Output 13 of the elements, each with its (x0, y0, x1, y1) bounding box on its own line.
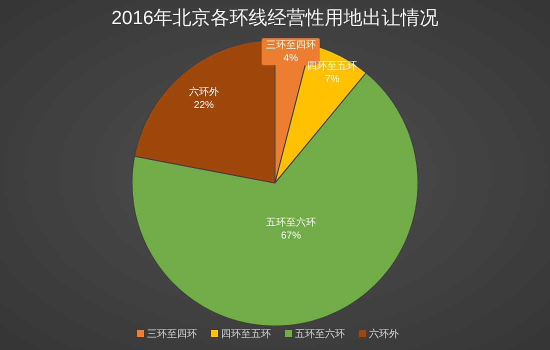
data-label: 7% (324, 74, 340, 85)
data-label: 五环至六环 (266, 217, 316, 228)
data-label: 22% (194, 100, 214, 112)
data-label: 六环外 (188, 87, 219, 98)
data-label: 三环至四环 (266, 40, 316, 52)
data-label: 4% (284, 53, 298, 64)
legend-label: 五环至六环 (295, 329, 345, 340)
title: 2016年北京各环线经营性用地出让情况 (111, 8, 439, 29)
data-label: 四环至五环 (307, 60, 358, 72)
legend-label: 六环外 (369, 329, 399, 340)
legend-label: 三环至四环 (147, 329, 197, 340)
legend-label: 四环至五环 (221, 329, 271, 340)
data-label: 67% (280, 230, 301, 242)
